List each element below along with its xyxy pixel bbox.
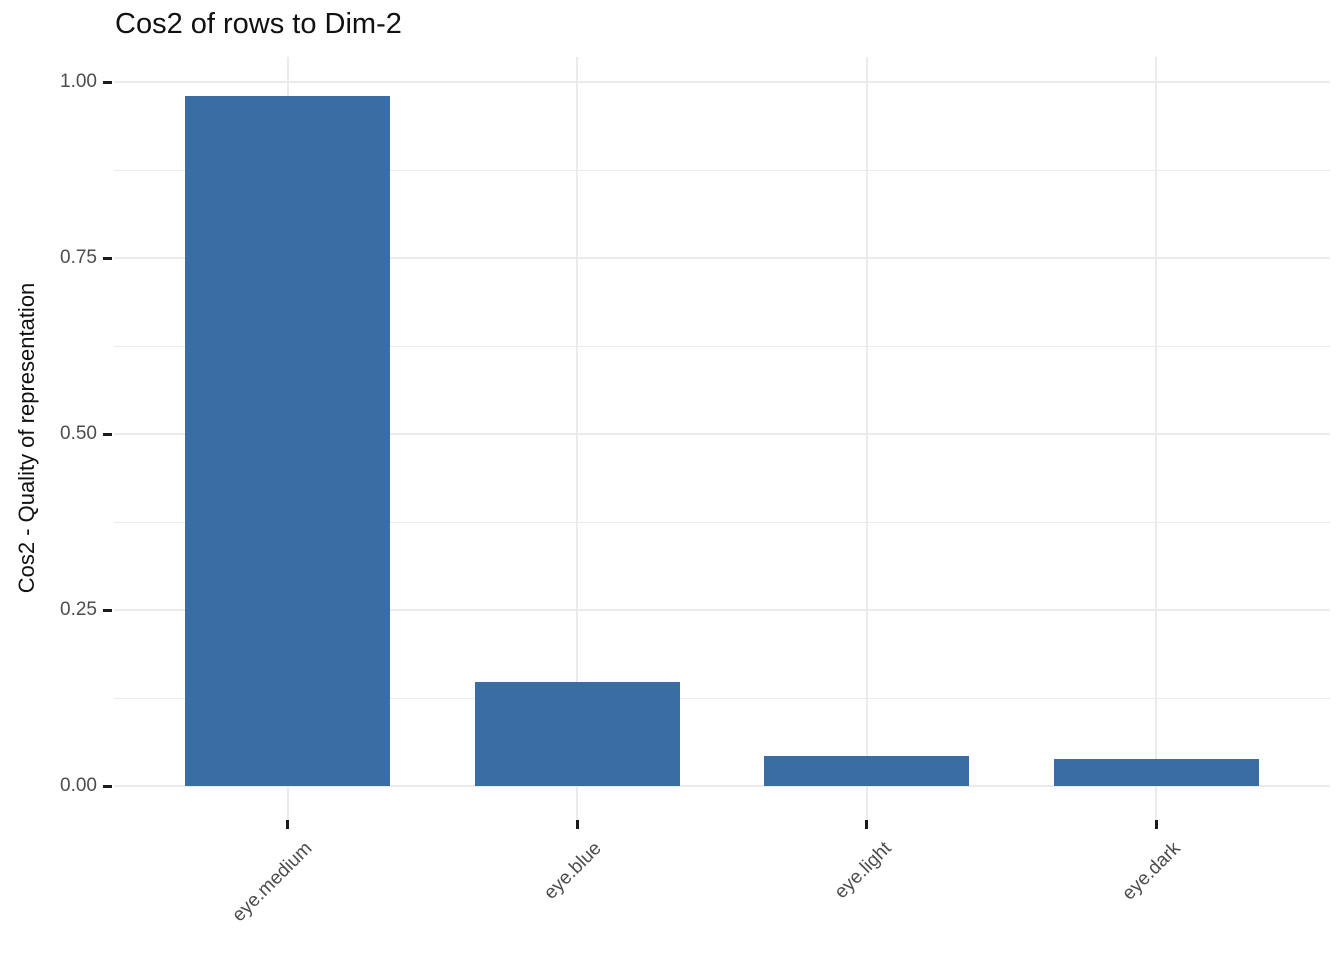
gridline-minor-y <box>114 169 1330 171</box>
gridline-minor-y <box>114 697 1330 699</box>
x-axis-tick <box>1154 820 1158 829</box>
gridline-major-y <box>114 785 1330 787</box>
x-tick-label: eye.medium <box>228 838 317 927</box>
x-axis-tick <box>286 820 290 829</box>
gridline-major-y <box>114 81 1330 83</box>
y-tick-label: 0.75 <box>60 247 97 268</box>
gridline-major-x <box>865 57 868 820</box>
gridline-major-y <box>114 257 1330 259</box>
bar-eye.blue <box>474 681 680 786</box>
x-axis-tick <box>865 820 869 829</box>
gridline-minor-y <box>114 521 1330 523</box>
y-tick-label: 0.25 <box>60 599 97 620</box>
plot-title: Cos2 of rows to Dim-2 <box>115 8 402 40</box>
y-axis-tick <box>103 432 112 436</box>
gridline-major-x <box>576 57 579 820</box>
y-tick-label: 0.00 <box>60 775 97 796</box>
gridline-minor-y <box>114 345 1330 347</box>
gridline-major-x <box>1155 57 1158 820</box>
x-tick-label: eye.blue <box>540 838 607 904</box>
y-tick-label: 1.00 <box>60 71 97 92</box>
bar-eye.light <box>764 756 970 786</box>
y-axis-tick <box>103 784 112 788</box>
bar-eye.dark <box>1053 759 1259 786</box>
y-axis-tick <box>103 608 112 612</box>
y-axis-tick <box>103 80 112 84</box>
gridline-major-y <box>114 433 1330 435</box>
x-tick-label: eye.light <box>830 838 896 903</box>
bar-eye.medium <box>185 96 391 786</box>
x-tick-label: eye.dark <box>1118 838 1186 905</box>
x-axis-tick <box>575 820 579 829</box>
gridline-major-y <box>114 609 1330 611</box>
y-tick-label: 0.50 <box>60 423 97 444</box>
y-axis-tick <box>103 256 112 260</box>
plot-panel <box>114 57 1330 820</box>
